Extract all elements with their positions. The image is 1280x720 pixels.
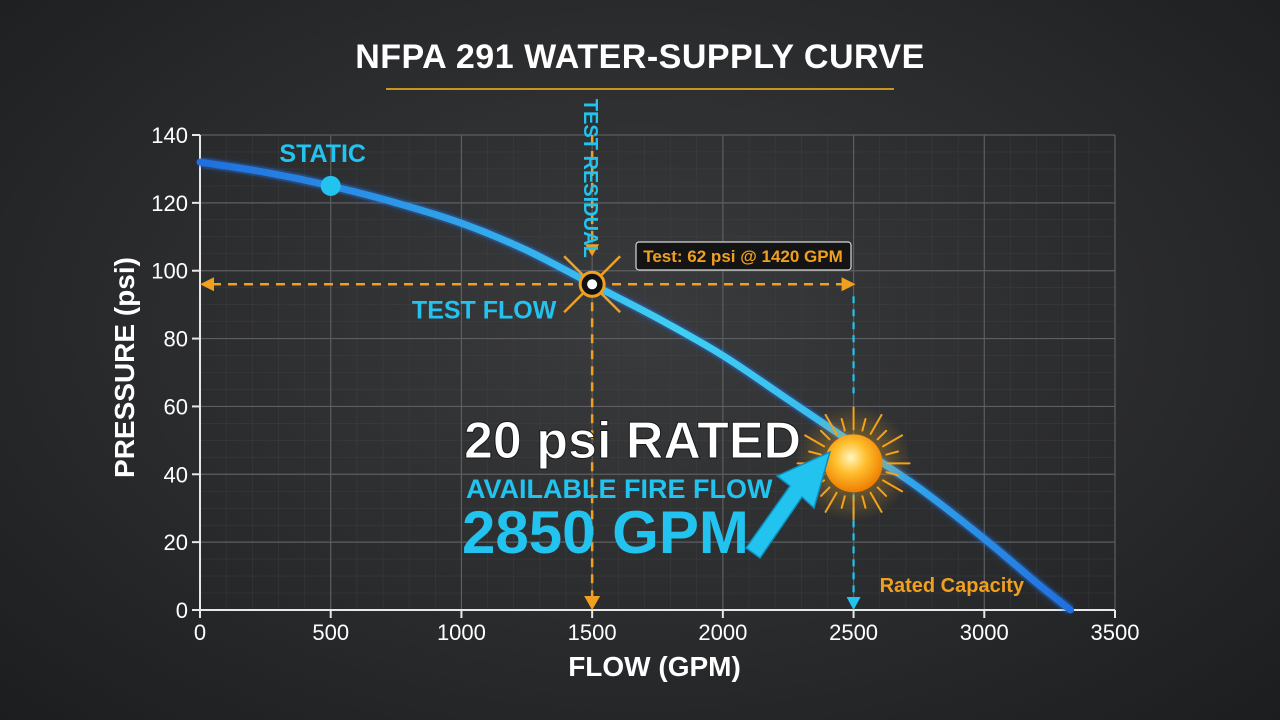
available-fire-flow-value: 2850 GPM <box>462 499 749 566</box>
rated-point-ray <box>882 479 904 493</box>
x-tick-label: 3500 <box>1091 620 1140 645</box>
rated-point-ray <box>840 495 846 509</box>
available-fire-flow-label: AVAILABLE FIRE FLOW <box>466 474 773 504</box>
y-tick-label: 0 <box>176 598 188 623</box>
rated-point-ray <box>876 429 888 441</box>
series-layer <box>196 156 1075 615</box>
test-point-ray <box>563 255 586 278</box>
rated-capacity-label: Rated Capacity <box>880 575 1025 597</box>
y-tick-label: 40 <box>164 462 188 487</box>
y-axis-label: PRESSURE (psi) <box>109 257 140 478</box>
x-tick-label: 1000 <box>437 620 486 645</box>
rated-point-ray <box>861 495 867 509</box>
rated-point-ray <box>808 450 822 456</box>
test-residual-label: TEST RESIDUAL <box>579 99 601 258</box>
test-flow-label: TEST FLOW <box>412 296 557 324</box>
test-residual-arrowhead <box>585 244 600 257</box>
rated-point-ray <box>820 429 831 441</box>
rated-point <box>824 434 883 493</box>
supply-curve <box>196 158 1075 614</box>
rated-point-ray <box>882 434 904 448</box>
x-tick-label: 2500 <box>829 620 878 645</box>
test-guide-right-arrowhead <box>841 277 856 292</box>
test-flow-x-arrowhead <box>584 596 601 610</box>
annotation-layer: STATIC TEST FLOW TEST RESIDUAL Test: 62 psi… <box>200 99 1025 610</box>
test-tag-box <box>635 241 852 271</box>
rated-point-ray <box>824 413 838 435</box>
rated-point-ray <box>885 471 900 477</box>
rated-point-ray <box>824 491 838 513</box>
rated-point-ray <box>820 486 831 497</box>
rated-point-ray <box>876 486 888 497</box>
test-point-ray <box>563 291 586 314</box>
axes: 0 500 1000 1500 2000 2500 3000 3500 0 20 40 60 80 100… <box>109 123 1139 682</box>
rated-guide-arrowhead <box>846 597 861 610</box>
x-tick-label: 500 <box>312 620 349 645</box>
test-point <box>587 279 598 290</box>
rated-point-ray <box>840 417 846 432</box>
rated-point-ray <box>861 417 867 432</box>
y-tick-label: 80 <box>164 327 188 352</box>
y-tick-label: 140 <box>151 123 188 148</box>
rated-point-ray <box>869 413 883 435</box>
rated-headline: 20 psi RATED <box>464 412 801 470</box>
rated-arrow <box>744 450 832 560</box>
title-underline <box>386 88 894 90</box>
static-label: STATIC <box>279 140 366 168</box>
rated-point-ray <box>885 450 900 456</box>
y-tick-label: 120 <box>151 191 188 216</box>
test-guide-left-arrowhead <box>200 277 214 292</box>
x-tick-label: 0 <box>194 620 206 645</box>
chart-title: NFPA 291 WATER-SUPPLY CURVE <box>355 38 925 76</box>
x-axis-label: FLOW (GPM) <box>568 651 741 682</box>
rated-point-ray <box>869 491 883 513</box>
test-tag-label: Test: 62 psi @ 1420 GPM <box>643 247 843 266</box>
x-tick-label: 2000 <box>698 620 747 645</box>
static-point <box>320 175 341 196</box>
x-tick-label: 1500 <box>568 620 617 645</box>
y-tick-label: 100 <box>151 259 188 284</box>
x-tick-label: 3000 <box>960 620 1009 645</box>
test-point-ray <box>599 255 622 278</box>
y-tick-label: 20 <box>164 530 188 555</box>
rated-point-ray <box>804 434 826 448</box>
y-tick-label: 60 <box>164 394 188 419</box>
test-point-ray <box>599 291 622 314</box>
